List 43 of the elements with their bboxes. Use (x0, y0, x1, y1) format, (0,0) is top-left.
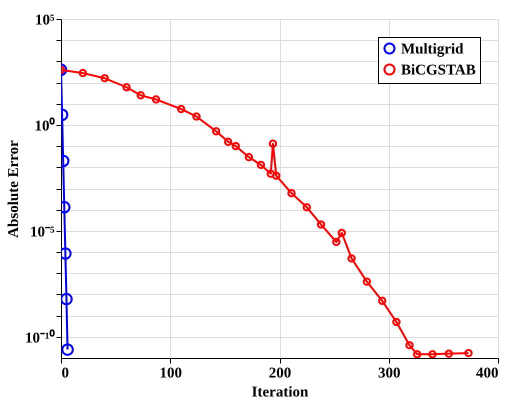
x-tick-label: 100 (160, 366, 182, 382)
point (61, 247, 72, 260)
point (302, 203, 311, 212)
legend-label: BiCGSTAB (401, 62, 476, 78)
x-tick-label: 300 (378, 366, 400, 382)
point (100, 74, 109, 82)
point (444, 350, 453, 358)
point (212, 127, 220, 136)
point (61, 201, 71, 214)
point (338, 228, 346, 238)
point (428, 350, 437, 358)
point (378, 296, 386, 305)
point (272, 172, 280, 180)
point (405, 341, 414, 350)
point (177, 104, 186, 114)
point (266, 170, 275, 178)
y-tick-label: 10⁻⁵ (30, 224, 55, 240)
point (316, 220, 326, 229)
y-tick-label: 10⁰ (34, 116, 56, 134)
point (192, 112, 201, 121)
point (152, 95, 160, 104)
y-axis-title: Absolute Error (6, 140, 22, 238)
point (347, 254, 356, 263)
point (232, 142, 240, 150)
x-tick-label: 0 (62, 366, 69, 382)
x-axis-title: Iteration (252, 384, 309, 400)
point (78, 68, 88, 78)
legend-label: Multigrid (401, 42, 464, 58)
point (122, 83, 131, 92)
point (392, 318, 401, 326)
y-tick-label: 10⁻¹⁰ (25, 328, 56, 346)
point (224, 138, 232, 146)
point (412, 350, 422, 358)
x-tick-label: 200 (268, 366, 292, 382)
point (244, 153, 254, 162)
point (332, 238, 340, 246)
point (256, 160, 266, 170)
point (268, 140, 278, 148)
point (362, 278, 372, 286)
x-tick-label: 400 (476, 366, 498, 382)
y-tick-label: 10⁵ (35, 12, 55, 28)
point (136, 91, 145, 100)
point (287, 189, 296, 198)
